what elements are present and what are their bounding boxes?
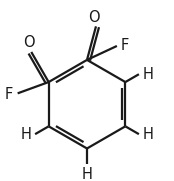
Text: H: H [143,127,154,142]
Text: O: O [88,10,100,25]
Text: H: H [20,127,31,142]
Text: H: H [82,167,92,181]
Text: H: H [143,67,154,82]
Text: F: F [5,87,13,102]
Text: O: O [23,35,35,50]
Text: F: F [121,38,129,53]
